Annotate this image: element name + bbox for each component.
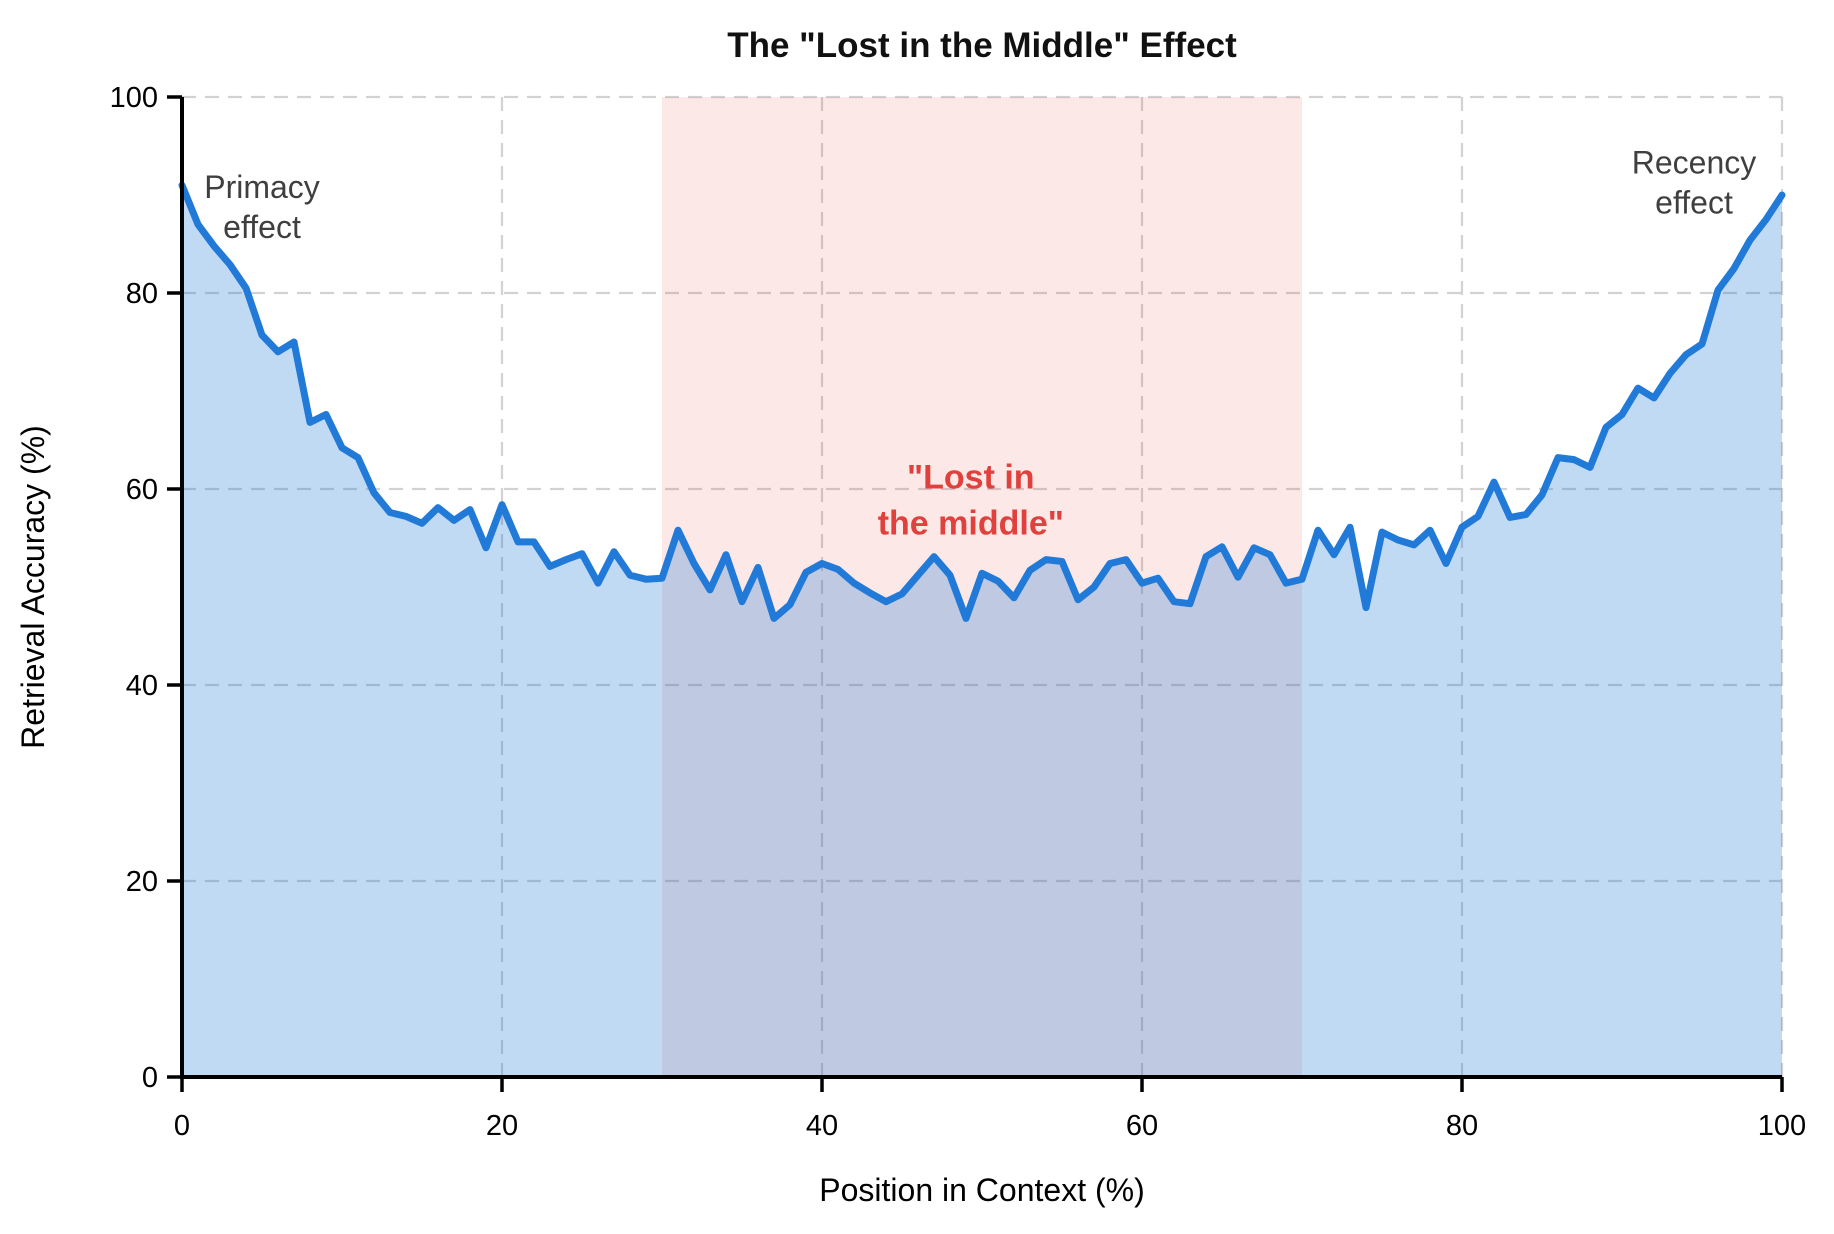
tick-labels: 0 20 40 60 80 100 0 20 40 60 80 100	[110, 82, 1807, 1142]
primacy-effect-label-line-1: Primacy	[204, 169, 320, 205]
primacy-effect-label-line-2: effect	[223, 209, 301, 245]
tick-label-y-40: 40	[126, 670, 158, 702]
tick-label-x-80: 80	[1446, 1110, 1478, 1142]
tick-label-y-80: 80	[126, 278, 158, 310]
tick-label-y-100: 100	[110, 82, 158, 114]
lost-in-middle-label: "Lost in the middle"	[878, 459, 1064, 543]
tick-label-x-100: 100	[1758, 1110, 1806, 1142]
tick-label-x-0: 0	[174, 1110, 190, 1142]
recency-effect-label-line-1: Recency	[1632, 145, 1757, 181]
annotations: Primacy effect Recency effect "Lost in the mi…	[204, 145, 1756, 543]
x-axis-label: Position in Context (%)	[819, 1172, 1144, 1208]
tick-label-y-60: 60	[126, 474, 158, 506]
tick-label-y-20: 20	[126, 866, 158, 898]
recency-effect-label: Recency effect	[1632, 145, 1757, 221]
tick-label-y-0: 0	[142, 1062, 158, 1094]
tick-label-x-60: 60	[1126, 1110, 1158, 1142]
accuracy-area-path	[182, 185, 1782, 1077]
tick-label-x-20: 20	[486, 1110, 518, 1142]
axes-spines	[180, 97, 1782, 1079]
y-axis-label: Retrieval Accuracy (%)	[15, 425, 51, 749]
axis-ticks	[167, 95, 1784, 1092]
accuracy-line	[178, 181, 1786, 622]
accuracy-line-path	[178, 181, 1786, 622]
primacy-effect-label: Primacy effect	[204, 169, 320, 245]
lost-in-middle-label-line-2: the middle"	[878, 505, 1064, 543]
chart-title: The "Lost in the Middle" Effect	[727, 26, 1237, 65]
lost-in-middle-label-line-1: "Lost in	[907, 459, 1035, 497]
tick-label-x-40: 40	[806, 1110, 838, 1142]
recency-effect-label-line-2: effect	[1655, 185, 1733, 221]
accuracy-area	[182, 185, 1782, 1077]
